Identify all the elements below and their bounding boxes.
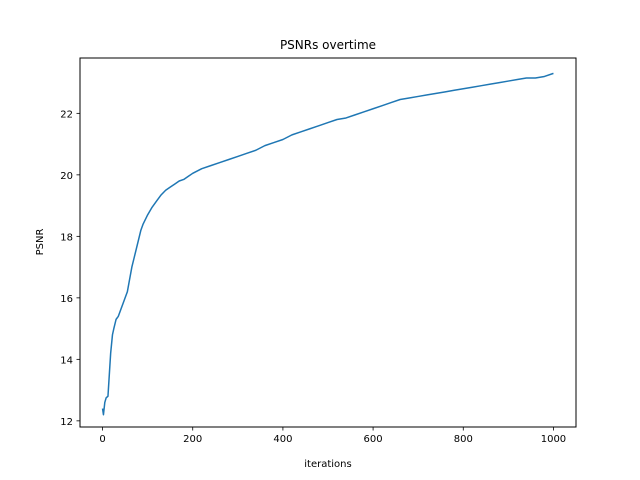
y-tick-label: 18	[60, 232, 73, 243]
x-axis-label: iterations	[304, 459, 351, 470]
axes-frame	[79, 57, 577, 428]
y-tick-label: 20	[60, 171, 73, 182]
plot-area	[101, 72, 554, 416]
y-axis-ticks: 12 14 16 18 20 22	[60, 109, 80, 428]
x-tick-label: 200	[183, 434, 202, 445]
x-tick-label: 0	[99, 434, 105, 445]
y-axis-label: PSNR	[35, 229, 46, 256]
x-tick-label: 600	[364, 434, 383, 445]
y-tick-label: 12	[60, 417, 73, 428]
x-tick-label: 1000	[541, 434, 566, 445]
x-tick-label: 800	[454, 434, 473, 445]
y-tick-label: 14	[60, 355, 73, 366]
y-tick-label: 22	[60, 109, 73, 120]
y-tick-label: 16	[60, 294, 73, 305]
psnr-series-line	[101, 72, 554, 416]
x-axis-ticks: 0 200 400 600 800 1000	[99, 427, 566, 445]
chart-title: PSNRs overtime	[280, 38, 376, 52]
x-tick-label: 400	[273, 434, 292, 445]
